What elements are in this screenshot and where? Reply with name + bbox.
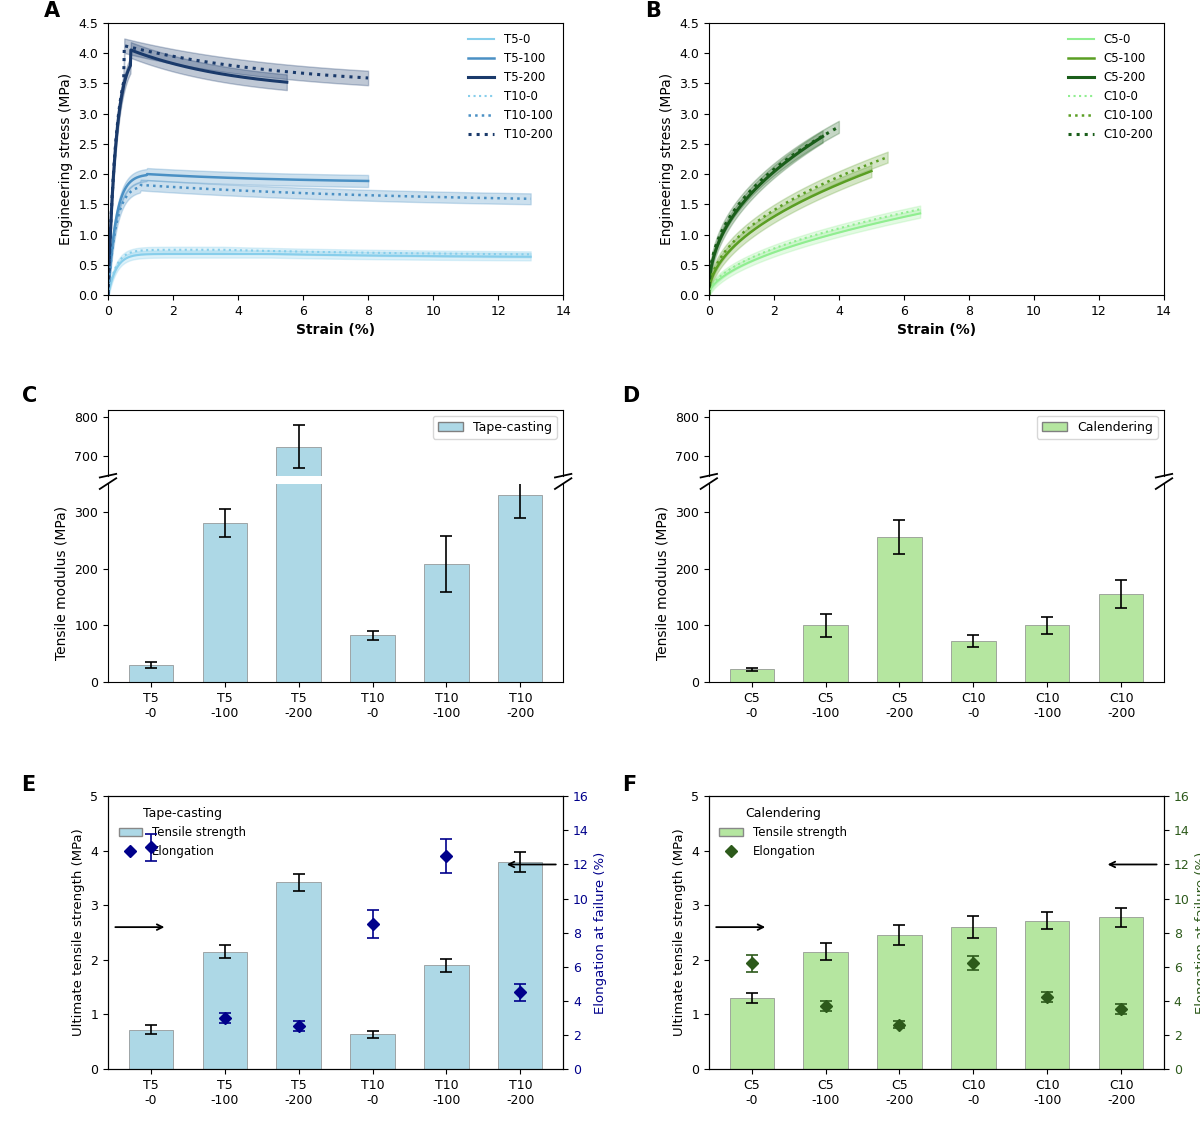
Text: B: B	[646, 1, 661, 22]
Legend: Calendering: Calendering	[1037, 416, 1158, 439]
Y-axis label: Ultimate tensile strength (MPa): Ultimate tensile strength (MPa)	[672, 829, 685, 1037]
Bar	[498, 600, 542, 729]
Bar	[128, 665, 173, 682]
Bar	[1025, 625, 1069, 682]
Bar	[350, 1035, 395, 1069]
Bar	[877, 538, 922, 682]
Bar	[276, 271, 320, 682]
X-axis label: Strain (%): Strain (%)	[896, 323, 976, 338]
Y-axis label: Engineering stress (MPa): Engineering stress (MPa)	[660, 73, 673, 244]
Bar	[804, 689, 847, 729]
X-axis label: Strain (%): Strain (%)	[296, 323, 376, 338]
Bar	[350, 697, 395, 729]
Legend: C5-0, C5-100, C5-200, C10-0, C10-100, C10-200: C5-0, C5-100, C5-200, C10-0, C10-100, C1…	[1063, 28, 1158, 146]
Bar	[877, 936, 922, 1069]
Bar	[203, 620, 247, 729]
Bar	[128, 1030, 173, 1069]
Y-axis label: Tensile modulus (MPa): Tensile modulus (MPa)	[55, 506, 68, 659]
Bar	[276, 882, 320, 1069]
Bar	[952, 927, 996, 1069]
Bar	[730, 720, 774, 729]
Legend: Tape-casting: Tape-casting	[433, 416, 557, 439]
Text: C: C	[22, 385, 37, 406]
Bar	[1099, 918, 1144, 1069]
Y-axis label: Engineering stress (MPa): Engineering stress (MPa)	[59, 73, 73, 244]
Bar	[350, 636, 395, 682]
Bar	[128, 716, 173, 729]
Bar	[425, 648, 468, 729]
Y-axis label: Ultimate tensile strength (MPa): Ultimate tensile strength (MPa)	[72, 829, 85, 1037]
Bar	[425, 965, 468, 1069]
Y-axis label: Tensile modulus (MPa): Tensile modulus (MPa)	[655, 506, 670, 659]
Bar	[1025, 689, 1069, 729]
Bar	[203, 952, 247, 1069]
Bar	[952, 641, 996, 682]
Y-axis label: Elongation at failure (%): Elongation at failure (%)	[1195, 852, 1200, 1014]
Text: F: F	[623, 775, 636, 795]
Bar	[1099, 595, 1144, 682]
Bar	[1025, 921, 1069, 1069]
Bar	[276, 447, 320, 729]
Text: D: D	[623, 385, 640, 406]
Y-axis label: Elongation at failure (%): Elongation at failure (%)	[594, 852, 607, 1014]
Bar	[498, 495, 542, 682]
Bar	[804, 625, 847, 682]
Text: E: E	[22, 775, 36, 795]
Legend: T5-0, T5-100, T5-200, T10-0, T10-100, T10-200: T5-0, T5-100, T5-200, T10-0, T10-100, T1…	[463, 28, 557, 146]
Bar	[1099, 669, 1144, 729]
Bar	[425, 564, 468, 682]
Legend: Tensile strength, Elongation: Tensile strength, Elongation	[715, 803, 851, 863]
Bar	[952, 700, 996, 729]
Bar	[730, 998, 774, 1069]
Legend: Tensile strength, Elongation: Tensile strength, Elongation	[114, 803, 251, 863]
Bar	[877, 629, 922, 729]
Bar	[203, 523, 247, 682]
Bar	[730, 670, 774, 682]
Bar	[498, 862, 542, 1069]
Text: A: A	[44, 1, 60, 22]
Bar	[804, 952, 847, 1069]
